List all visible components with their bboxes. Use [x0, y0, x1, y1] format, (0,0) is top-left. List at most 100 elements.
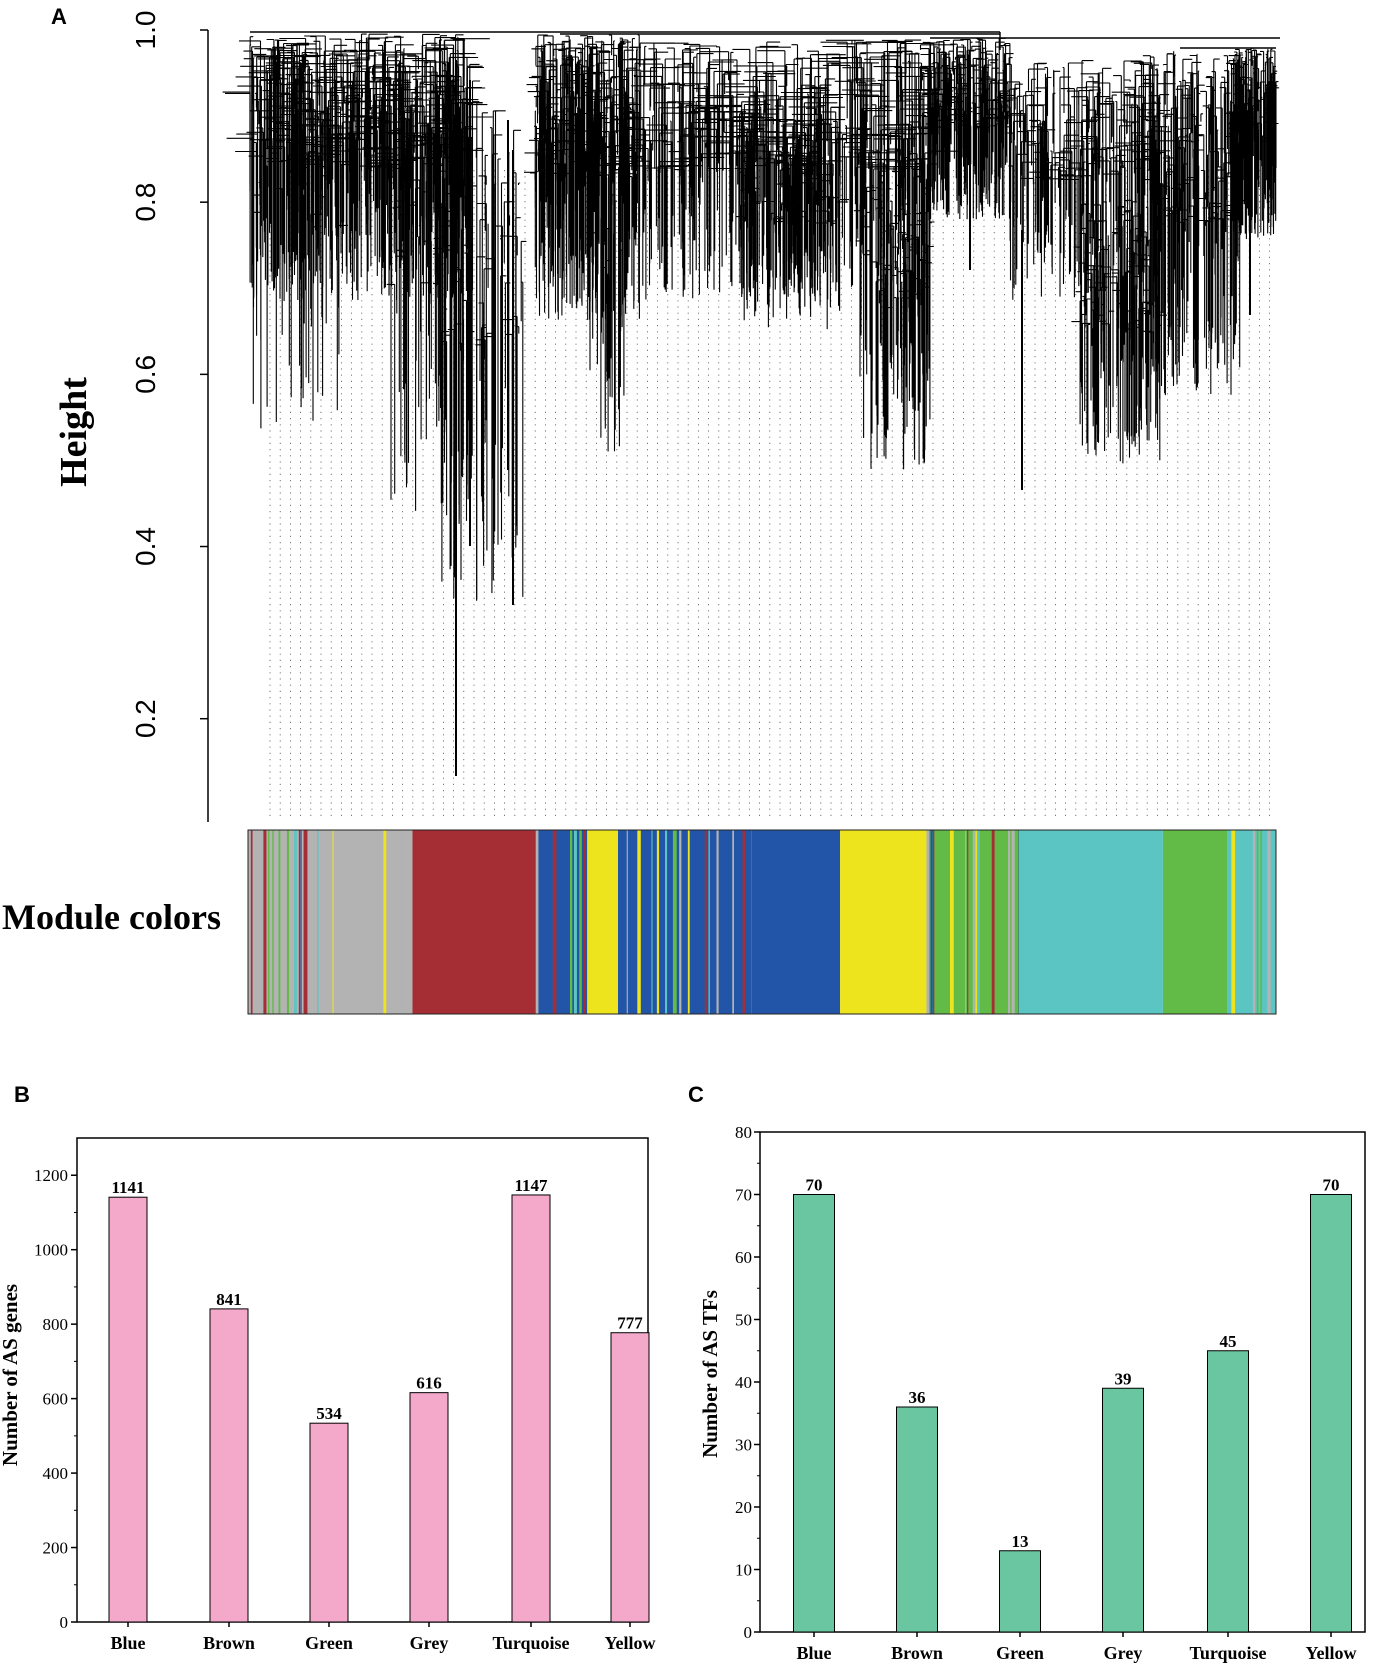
- y-tick-label: 10: [735, 1561, 752, 1580]
- module-color-bar: [248, 830, 1276, 1014]
- y-tick-label: 70: [735, 1186, 752, 1205]
- module-stripe: [975, 830, 978, 1014]
- y-tick-label: 20: [735, 1498, 752, 1517]
- y-tick-label: 600: [43, 1390, 69, 1409]
- module-stripe: [687, 830, 690, 1014]
- module-stripe: [298, 830, 301, 1014]
- bar-brown: [209, 1308, 249, 1623]
- dendrogram-cluster: [734, 119, 852, 330]
- bar-value-label: 36: [909, 1388, 926, 1407]
- module-stripe: [716, 830, 719, 1014]
- module-block-blue: [535, 830, 588, 1014]
- bar-yellow: [1310, 1194, 1352, 1633]
- module-stripe: [1242, 830, 1245, 1014]
- module-stripe: [949, 830, 954, 1014]
- panel-b-y-label: Number of AS genes: [0, 1284, 22, 1466]
- dendrogram-y-tick-label: 1.0: [130, 11, 161, 50]
- module-stripe: [377, 830, 380, 1014]
- bar-brown: [896, 1406, 938, 1633]
- module-stripe: [967, 830, 969, 1014]
- dendrogram-branches: [222, 31, 1280, 776]
- bar-green: [999, 1550, 1041, 1633]
- module-stripe: [626, 830, 628, 1014]
- module-stripe: [1256, 830, 1259, 1014]
- module-stripe: [374, 830, 377, 1014]
- module-stripe: [583, 830, 586, 1014]
- y-tick-label: 1000: [34, 1241, 68, 1260]
- module-block-turquoise: [1019, 830, 1163, 1014]
- module-stripe: [618, 830, 622, 1014]
- module-stripe: [1007, 830, 1011, 1014]
- module-stripe: [317, 830, 319, 1014]
- dendrogram-y-ticks: 0.2 0.4 0.6 0.8 1.0: [130, 11, 208, 738]
- module-stripe: [267, 830, 270, 1014]
- module-stripe: [637, 830, 641, 1014]
- module-stripe: [535, 830, 539, 1014]
- module-stripe: [1252, 830, 1256, 1014]
- bar-value-label: 777: [617, 1314, 643, 1333]
- module-block-brown: [412, 830, 536, 1014]
- module-stripe: [272, 830, 274, 1014]
- bar-value-label: 616: [416, 1374, 442, 1393]
- module-stripe: [1011, 830, 1015, 1014]
- bar-turquoise: [511, 1194, 551, 1623]
- x-category-label: Turquoise: [1189, 1643, 1266, 1663]
- module-colors-label: Module colors: [2, 897, 221, 937]
- x-category-label: Green: [305, 1633, 353, 1653]
- bar-grey: [409, 1392, 449, 1623]
- dendrogram-cluster: [249, 42, 348, 429]
- y-tick-label: 200: [43, 1539, 69, 1558]
- bar-value-label: 1141: [111, 1178, 144, 1197]
- module-stripe: [312, 830, 315, 1014]
- module-stripe: [367, 830, 369, 1014]
- bar-grey: [1102, 1387, 1144, 1633]
- x-category-label: Blue: [110, 1633, 145, 1653]
- bar-value-label: 70: [1323, 1176, 1340, 1195]
- y-tick-label: 1200: [34, 1166, 68, 1185]
- bar-value-label: 534: [316, 1404, 342, 1423]
- x-category-label: Yellow: [1306, 1643, 1357, 1663]
- bar-blue: [793, 1194, 835, 1633]
- module-stripe: [991, 830, 995, 1014]
- bar-value-label: 13: [1012, 1532, 1029, 1551]
- y-tick-label: 0: [60, 1613, 69, 1632]
- y-tick-label: 800: [43, 1315, 69, 1334]
- dendrogram-cluster: [853, 149, 937, 470]
- module-stripe: [332, 830, 334, 1014]
- module-stripe: [696, 830, 700, 1014]
- x-category-label: Turquoise: [492, 1633, 569, 1653]
- module-stripe: [732, 830, 735, 1014]
- bar-yellow: [610, 1332, 650, 1623]
- y-tick-label: 40: [735, 1373, 752, 1392]
- panel-b: B 0 200 400 600 800 1000 1200 1141 Blue 841 Brown…: [0, 1082, 656, 1653]
- module-stripe: [303, 830, 308, 1014]
- bar-turquoise: [1207, 1350, 1249, 1633]
- x-category-label: Yellow: [605, 1633, 656, 1653]
- panel-c-bars: 70 Blue 36 Brown 13 Green 39 Grey 45 Turquoise 70 Y…: [793, 1176, 1357, 1663]
- module-stripe: [404, 830, 407, 1014]
- module-block-green: [926, 830, 1019, 1014]
- module-stripe: [665, 830, 668, 1014]
- y-tick-label: 80: [735, 1123, 752, 1142]
- module-stripe: [573, 830, 577, 1014]
- module-stripe: [933, 830, 935, 1014]
- module-stripe: [569, 830, 573, 1014]
- dendrogram-y-tick-label: 0.8: [130, 183, 161, 222]
- panel-b-letter: B: [14, 1082, 30, 1107]
- bar-blue: [108, 1196, 148, 1623]
- module-stripe: [1231, 830, 1236, 1014]
- bar-value-label: 45: [1220, 1332, 1237, 1351]
- module-block-green: [1162, 830, 1228, 1014]
- module-stripe: [926, 830, 929, 1014]
- module-stripe: [380, 830, 384, 1014]
- panel-b-y-ticks: 0 200 400 600 800 1000 1200: [34, 1166, 77, 1632]
- bar-value-label: 1147: [514, 1176, 548, 1195]
- module-stripe: [400, 830, 403, 1014]
- module-stripe: [704, 830, 707, 1014]
- module-stripe: [1267, 830, 1271, 1014]
- bar-value-label: 70: [806, 1176, 823, 1195]
- x-category-label: Green: [996, 1643, 1044, 1663]
- x-category-label: Grey: [1104, 1643, 1143, 1663]
- panel-a-letter: A: [51, 4, 67, 29]
